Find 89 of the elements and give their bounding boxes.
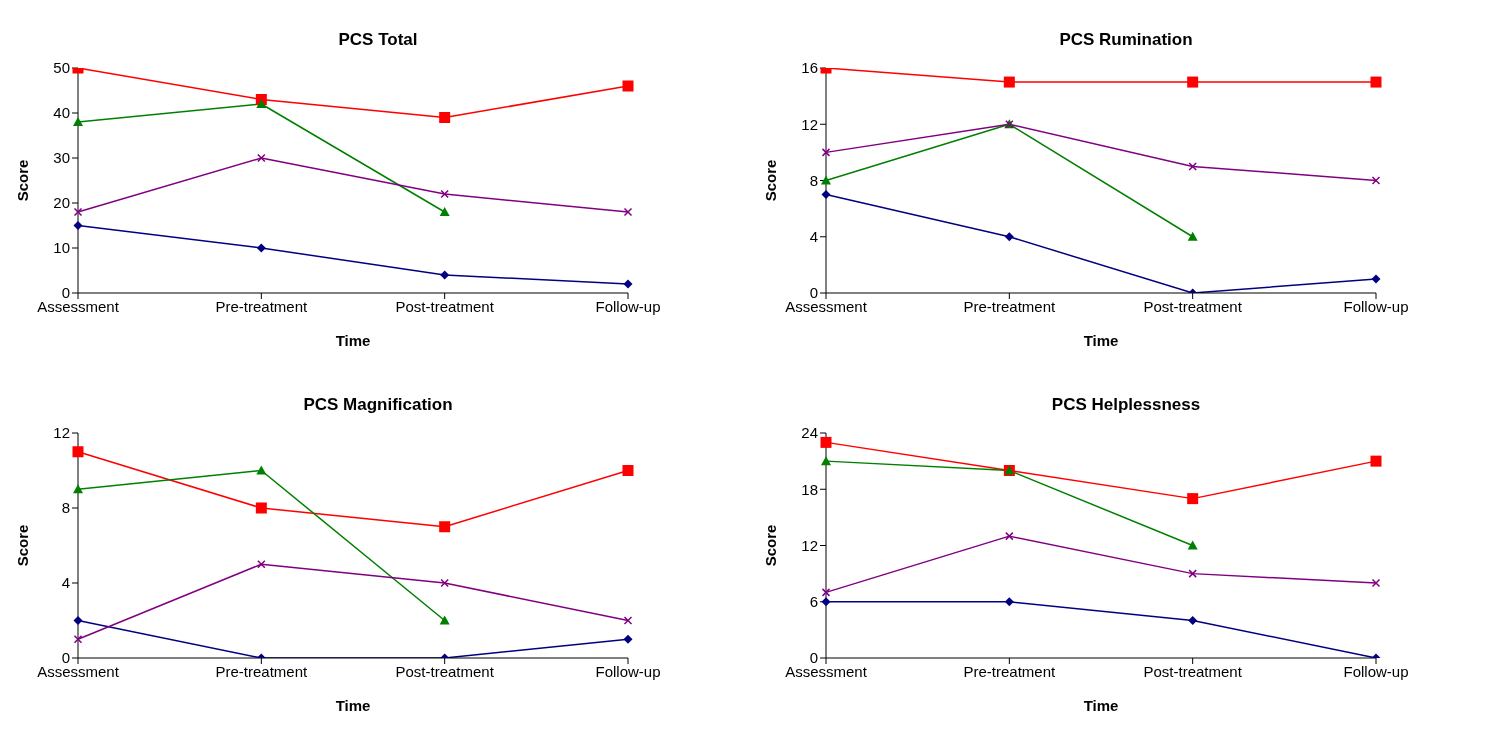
point: [440, 578, 449, 588]
point: [1187, 493, 1199, 505]
point: [256, 465, 267, 475]
chart-title: PCS Magnification: [303, 394, 453, 416]
x-axis-title: Time: [1083, 697, 1119, 714]
y-tick-label: 18: [801, 480, 818, 498]
y-axis-title: Score: [762, 159, 780, 202]
point: [1187, 540, 1198, 550]
point: [255, 502, 267, 514]
point: [821, 456, 831, 466]
y-axis-title: Score: [762, 524, 780, 567]
point: [1370, 455, 1382, 467]
point: [1005, 531, 1014, 541]
y-axis-title: Score: [14, 524, 32, 567]
point: [622, 80, 634, 92]
point: [73, 117, 83, 126]
point: [1187, 76, 1199, 88]
x-axis-title: Time: [1083, 332, 1119, 349]
point: [439, 207, 450, 216]
point: [440, 189, 449, 199]
point: [73, 635, 83, 644]
point: [1004, 232, 1014, 242]
y-tick-label: 8: [809, 171, 818, 189]
y-tick-label: 8: [61, 499, 70, 517]
x-tick-label: Pre-treatment: [215, 297, 309, 315]
point: [821, 190, 831, 200]
point: [623, 207, 633, 217]
point: [820, 436, 832, 448]
x-axis-title: Time: [335, 332, 371, 349]
point: [623, 634, 633, 644]
x-tick-label: Post-treatment: [395, 662, 495, 680]
point: [73, 221, 83, 230]
point: [821, 588, 831, 597]
point: [72, 446, 84, 458]
y-tick-label: 12: [801, 115, 818, 133]
chart-title: PCS Total: [338, 29, 418, 51]
x-tick-label: Post-treatment: [395, 297, 495, 315]
y-tick-label: 40: [53, 104, 70, 122]
x-tick-label: Pre-treatment: [963, 662, 1057, 680]
point: [821, 148, 831, 157]
point: [1370, 76, 1382, 88]
y-tick-label: 24: [801, 424, 818, 442]
point: [821, 597, 831, 607]
point: [256, 99, 267, 108]
point: [1188, 616, 1198, 625]
y-tick-label: 12: [801, 536, 818, 554]
x-tick-label: Follow-up: [1343, 662, 1409, 680]
y-tick-label: 12: [53, 424, 70, 442]
chart-title: PCS Helplessness: [1051, 394, 1201, 416]
point: [73, 207, 83, 217]
chart-title: PCS Rumination: [1059, 29, 1193, 51]
point: [1188, 162, 1197, 171]
point: [439, 615, 450, 625]
y-tick-label: 10: [53, 239, 70, 257]
point: [1371, 578, 1381, 588]
point: [622, 465, 634, 476]
point: [256, 243, 266, 253]
y-tick-label: 4: [809, 228, 818, 246]
point: [73, 484, 83, 494]
x-tick-label: Pre-treatment: [963, 297, 1057, 315]
x-tick-label: Post-treatment: [1143, 297, 1243, 315]
x-tick-label: Follow-up: [595, 297, 661, 315]
point: [1371, 274, 1381, 284]
point: [821, 175, 831, 185]
y-tick-label: 20: [53, 194, 70, 212]
y-tick-label: 30: [53, 149, 70, 167]
y-tick-label: 16: [801, 59, 818, 77]
x-tick-label: Pre-treatment: [215, 662, 309, 680]
y-axis-title: Score: [14, 159, 32, 202]
point: [1004, 597, 1014, 607]
point: [623, 279, 633, 289]
x-tick-label: Follow-up: [1343, 297, 1409, 315]
point: [439, 521, 451, 533]
y-tick-label: 6: [809, 593, 818, 611]
point: [440, 270, 450, 280]
point: [73, 616, 83, 625]
point: [257, 560, 266, 569]
point: [623, 616, 633, 625]
y-tick-label: 4: [61, 574, 70, 592]
point: [1003, 76, 1015, 88]
point: [439, 112, 451, 123]
x-axis-title: Time: [335, 697, 371, 714]
point: [257, 153, 266, 163]
y-tick-label: 50: [53, 59, 70, 77]
point: [1187, 231, 1198, 241]
x-tick-label: Follow-up: [595, 662, 661, 680]
x-tick-label: Post-treatment: [1143, 662, 1243, 680]
point: [1371, 176, 1381, 185]
point: [1188, 569, 1197, 578]
